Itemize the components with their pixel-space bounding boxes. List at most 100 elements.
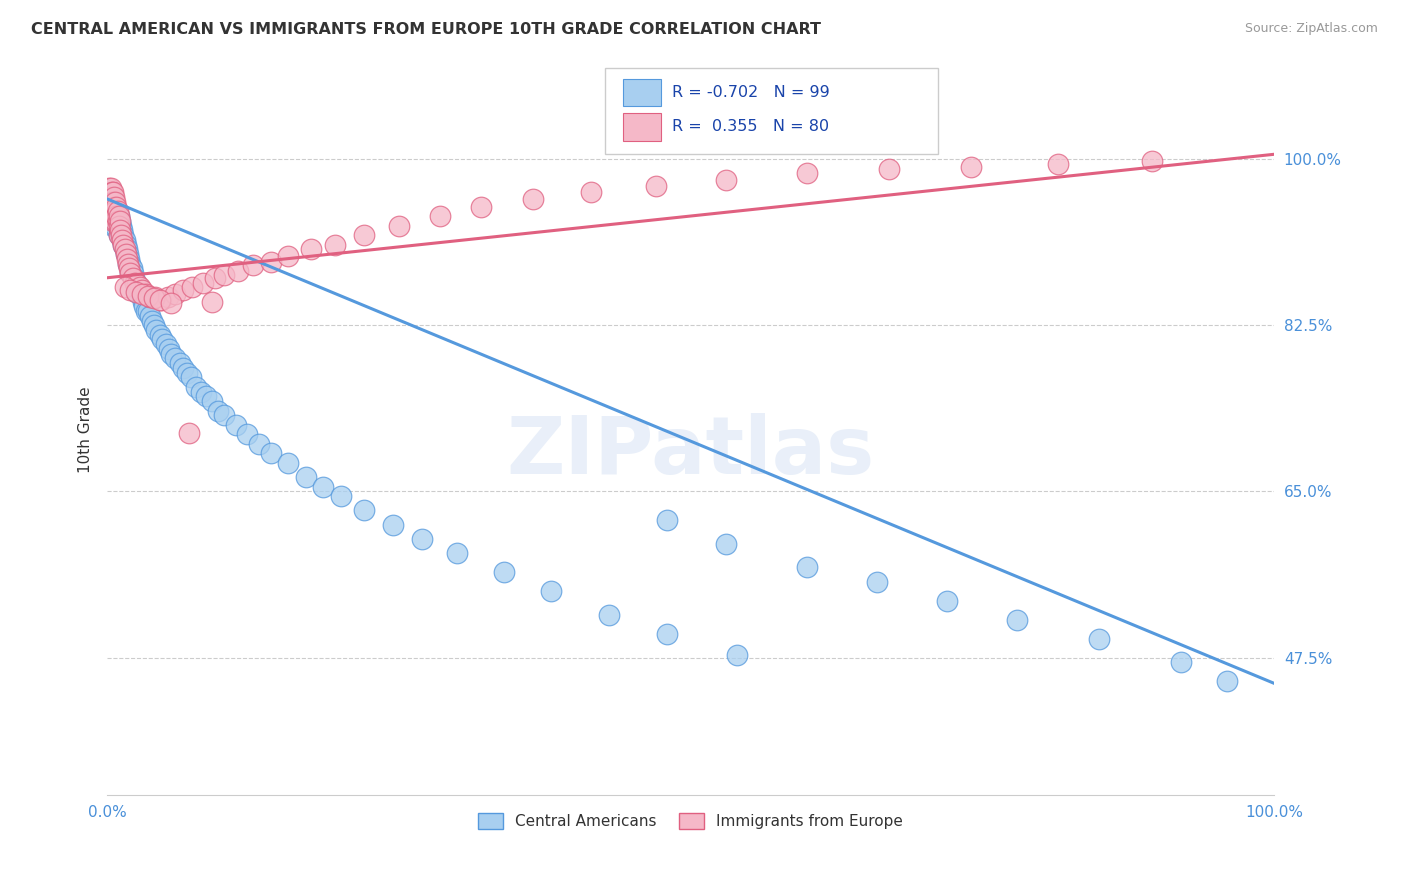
Point <box>382 517 405 532</box>
Point <box>156 290 179 304</box>
Point <box>1007 613 1029 627</box>
Point <box>714 537 737 551</box>
Point <box>124 276 146 290</box>
Point <box>1047 157 1070 171</box>
Point <box>429 209 451 223</box>
Point <box>388 219 411 233</box>
Point <box>104 209 127 223</box>
Point <box>180 370 202 384</box>
Point <box>195 389 218 403</box>
Point <box>121 266 143 280</box>
Point <box>101 194 124 209</box>
Point <box>103 204 125 219</box>
Point <box>145 323 167 337</box>
Point <box>101 204 124 219</box>
Point <box>115 242 138 256</box>
Point <box>177 425 200 440</box>
Point <box>226 264 249 278</box>
Point <box>796 560 818 574</box>
Point <box>108 227 131 242</box>
Point <box>101 200 124 214</box>
Point <box>128 285 150 299</box>
Point <box>201 394 224 409</box>
Point <box>111 233 134 247</box>
Point <box>131 286 153 301</box>
Point <box>155 337 177 351</box>
Point <box>108 223 131 237</box>
Point <box>114 242 136 256</box>
Point <box>143 290 166 304</box>
Text: Source: ZipAtlas.com: Source: ZipAtlas.com <box>1244 22 1378 36</box>
Point <box>492 565 515 579</box>
Point <box>207 403 229 417</box>
Point <box>112 227 135 242</box>
Point <box>107 204 129 219</box>
Point <box>877 161 900 176</box>
Point <box>796 166 818 180</box>
Point <box>277 249 299 263</box>
Point <box>169 356 191 370</box>
Point <box>101 186 124 200</box>
Point <box>114 247 136 261</box>
Legend: Central Americans, Immigrants from Europe: Central Americans, Immigrants from Europ… <box>472 806 910 835</box>
Point <box>125 285 148 299</box>
Point <box>1216 674 1239 689</box>
Point <box>299 242 322 256</box>
Point <box>135 304 157 318</box>
Point <box>176 366 198 380</box>
Point <box>103 214 125 228</box>
Point <box>136 289 159 303</box>
Point <box>150 333 173 347</box>
Point <box>142 291 165 305</box>
Point <box>110 227 132 242</box>
Point <box>725 648 748 662</box>
Point <box>114 247 136 261</box>
Text: R =  0.355   N = 80: R = 0.355 N = 80 <box>672 120 830 135</box>
Point <box>117 256 139 270</box>
Point <box>114 242 136 256</box>
Point <box>110 219 132 233</box>
Y-axis label: 10th Grade: 10th Grade <box>79 386 93 473</box>
Point <box>103 190 125 204</box>
Point <box>236 427 259 442</box>
Point <box>101 219 124 233</box>
Point <box>101 209 124 223</box>
Point <box>163 351 186 366</box>
Point <box>122 270 145 285</box>
Point <box>104 194 127 209</box>
Point <box>107 209 129 223</box>
Point <box>136 304 159 318</box>
Point <box>259 446 281 460</box>
Point <box>104 214 127 228</box>
Point <box>101 204 124 219</box>
Point <box>141 313 163 327</box>
Point <box>100 209 122 223</box>
Point <box>117 256 139 270</box>
Point <box>160 347 183 361</box>
Point <box>714 173 737 187</box>
Point <box>277 456 299 470</box>
Point <box>115 252 138 266</box>
Point <box>121 270 143 285</box>
Point <box>114 237 136 252</box>
Point <box>101 214 124 228</box>
Point <box>118 261 141 276</box>
Point <box>114 233 136 247</box>
Bar <box>623 113 661 141</box>
Point <box>105 214 128 228</box>
Point <box>101 194 124 209</box>
Point <box>100 180 122 194</box>
Point <box>120 283 142 297</box>
Point <box>108 227 131 242</box>
Point <box>540 584 562 599</box>
Point <box>125 276 148 290</box>
Point <box>1140 153 1163 168</box>
Point <box>128 280 150 294</box>
Point <box>108 209 131 223</box>
Point <box>294 470 316 484</box>
Point <box>105 200 128 214</box>
Bar <box>623 78 661 106</box>
Point <box>323 237 346 252</box>
Point <box>936 593 959 607</box>
Point <box>201 294 224 309</box>
